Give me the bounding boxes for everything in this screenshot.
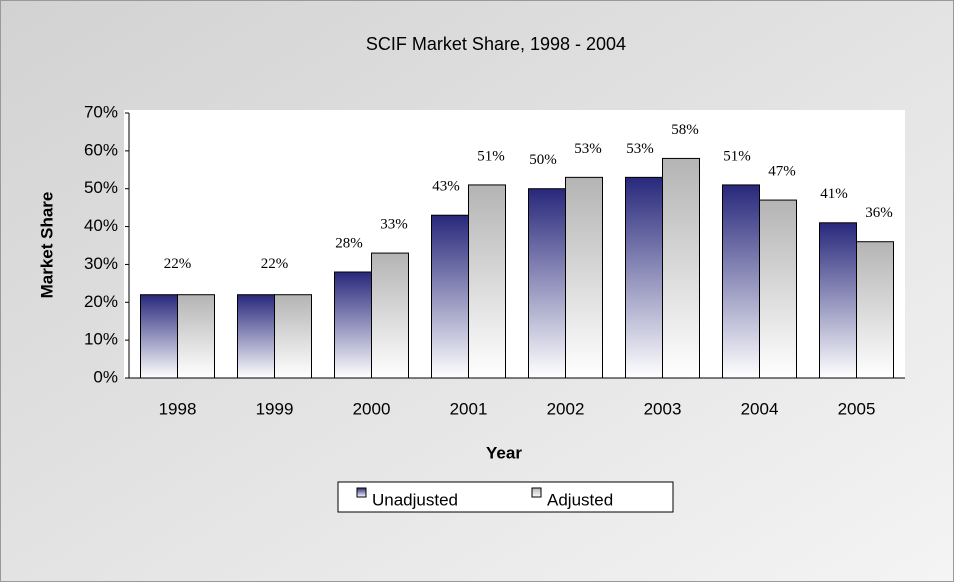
y-tick-label: 70%: [84, 102, 118, 121]
y-tick-label: 0%: [93, 367, 118, 386]
bar: [819, 222, 857, 379]
legend-label: Adjusted: [547, 490, 613, 509]
value-label: 33%: [380, 217, 408, 233]
x-tick-label: 2000: [353, 399, 391, 418]
y-axis-label: Market Share: [37, 192, 56, 299]
bar: [468, 184, 506, 379]
value-label: 53%: [574, 141, 602, 157]
value-label: 47%: [768, 164, 796, 180]
x-tick-label: 1999: [256, 399, 294, 418]
value-label: 43%: [432, 179, 460, 195]
bar: [662, 157, 700, 379]
value-label: 22%: [164, 256, 192, 272]
legend-label: Unadjusted: [372, 490, 458, 509]
x-tick-label: 2001: [450, 399, 488, 418]
y-tick-label: 20%: [84, 292, 118, 311]
value-label: 28%: [335, 235, 363, 251]
y-tick-label: 30%: [84, 254, 118, 273]
value-label: 22%: [261, 256, 289, 272]
value-label: 51%: [477, 148, 505, 164]
legend-swatch: [356, 487, 367, 498]
bar: [431, 214, 469, 379]
bar: [140, 294, 178, 379]
value-label: 51%: [723, 148, 751, 164]
x-tick-label: 1998: [159, 399, 197, 418]
x-axis-label: Year: [486, 443, 522, 462]
value-label: 58%: [671, 122, 699, 138]
y-tick-label: 50%: [84, 178, 118, 197]
value-label: 41%: [820, 186, 848, 202]
bar: [625, 176, 663, 379]
bar: [237, 294, 275, 379]
bar: [177, 294, 215, 379]
value-label: 50%: [529, 152, 557, 168]
bar: [274, 294, 312, 379]
y-tick-label: 10%: [84, 330, 118, 349]
bar: [722, 184, 760, 379]
bar: [565, 176, 603, 379]
y-tick-label: 40%: [84, 216, 118, 235]
value-label: 36%: [865, 205, 893, 221]
x-tick-label: 2002: [547, 399, 585, 418]
chart-title: SCIF Market Share, 1998 - 2004: [366, 34, 626, 54]
legend-swatch: [531, 487, 542, 498]
bar: [371, 252, 409, 379]
bar: [528, 188, 566, 379]
bar: [856, 241, 894, 379]
x-tick-label: 2005: [838, 399, 876, 418]
x-tick-label: 2003: [644, 399, 682, 418]
value-label: 53%: [626, 141, 654, 157]
legend: [337, 481, 674, 513]
x-tick-label: 2004: [741, 399, 779, 418]
y-tick-label: 60%: [84, 140, 118, 159]
bar: [759, 199, 797, 379]
bar: [334, 271, 372, 379]
